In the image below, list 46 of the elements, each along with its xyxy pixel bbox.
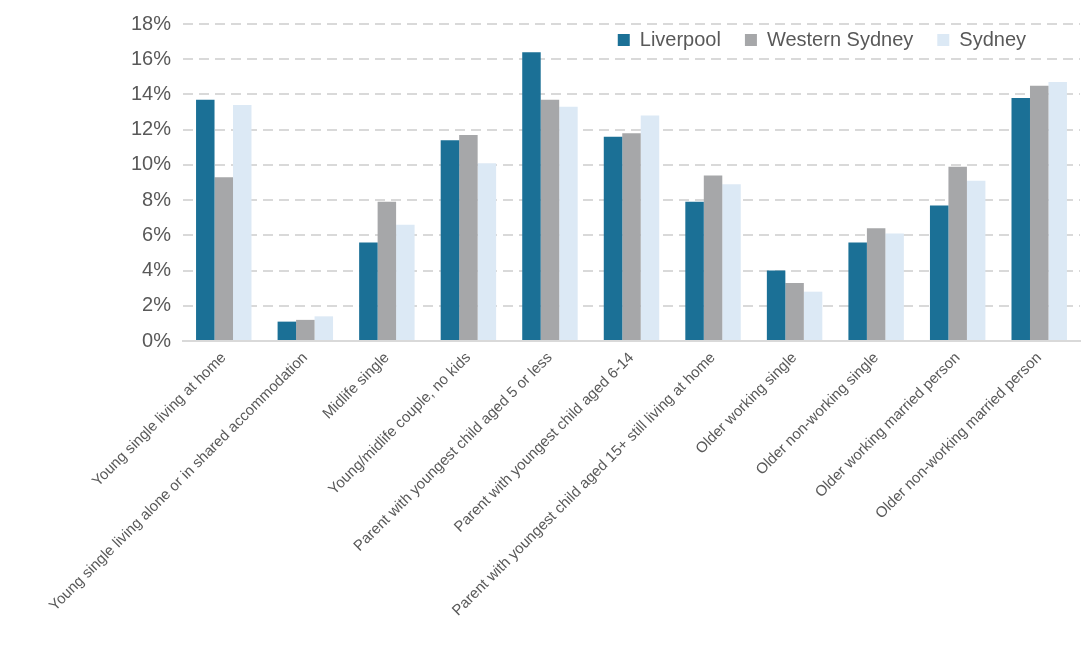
legend-label: Liverpool (639, 27, 721, 50)
bar (703, 175, 723, 340)
bar (1029, 85, 1049, 340)
bar (540, 99, 560, 340)
bar (214, 177, 234, 340)
y-tick-label: 0% (142, 328, 172, 351)
bar (866, 228, 886, 340)
bar (966, 180, 986, 340)
bar (314, 316, 334, 340)
bar (948, 166, 967, 340)
bar (233, 105, 252, 340)
bar (622, 133, 641, 340)
bar (377, 201, 397, 340)
y-tick-label: 12% (130, 117, 172, 140)
bar (296, 319, 315, 340)
bar (929, 205, 949, 340)
bar (559, 106, 578, 340)
bar (277, 321, 297, 340)
bar (522, 52, 541, 340)
y-tick-label: 14% (130, 81, 172, 104)
bar (685, 201, 704, 340)
bar (477, 163, 497, 340)
bar (722, 184, 741, 340)
bar (803, 291, 823, 340)
bar (359, 242, 378, 340)
y-tick-label: 2% (142, 293, 172, 316)
bar (885, 233, 904, 340)
bar (440, 140, 460, 340)
legend-label: Sydney (959, 27, 1027, 50)
y-tick-label: 10% (130, 152, 172, 175)
bar (603, 136, 623, 340)
bar (1011, 97, 1030, 340)
y-tick-label: 4% (142, 258, 172, 281)
y-tick-label: 18% (130, 11, 172, 34)
bar (459, 134, 478, 340)
y-tick-label: 6% (142, 222, 172, 245)
bar (785, 282, 804, 340)
bar (196, 99, 215, 340)
y-tick-label: 16% (130, 46, 172, 69)
legend-label: Western Sydney (766, 27, 914, 50)
bar (640, 115, 660, 340)
bar (1048, 82, 1067, 340)
bar (396, 224, 415, 340)
bar (848, 242, 867, 340)
bar (766, 270, 786, 340)
y-tick-label: 8% (142, 187, 172, 210)
